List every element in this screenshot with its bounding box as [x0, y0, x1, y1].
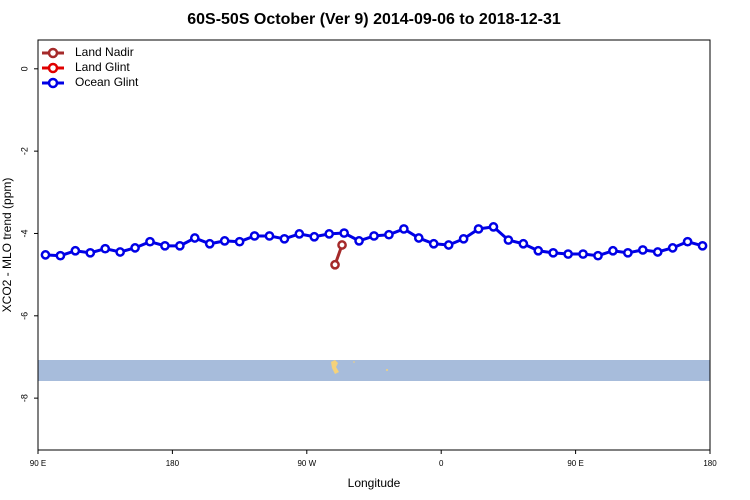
data-point [189, 233, 200, 243]
data-point [682, 236, 693, 247]
data-point [309, 231, 320, 242]
data-point [503, 235, 514, 245]
data-point [533, 245, 544, 256]
data-point [428, 238, 439, 249]
data-point [593, 250, 603, 261]
land-patch [331, 360, 339, 374]
data-point [637, 245, 648, 255]
chart-title: 60S-50S October (Ver 9) 2014-09-06 to 20… [187, 11, 561, 28]
data-point [697, 240, 708, 251]
data-point [399, 224, 409, 234]
data-point [324, 229, 335, 239]
legend-label: Land Glint [75, 60, 130, 74]
data-point [608, 245, 618, 256]
data-point [369, 231, 379, 241]
plot-area: 0 -2 -4 -6 -8 90 E 180 90 W 0 90 E 180 Land NadirLa… [19, 45, 717, 468]
land-patch [353, 361, 355, 363]
y-axis-label: XCO2 - MLO trend (ppm) [0, 178, 14, 313]
data-point [413, 233, 424, 243]
data-point [330, 259, 340, 270]
data-point [279, 233, 290, 244]
data-point [384, 229, 394, 240]
x-tick-label: 180 [703, 459, 717, 468]
data-point [115, 247, 125, 257]
data-point [249, 231, 260, 241]
data-point [339, 228, 349, 238]
data-point [443, 240, 454, 250]
x-tick-label: 90 W [297, 459, 316, 468]
data-point [623, 247, 633, 258]
legend-marker [47, 77, 59, 89]
data-point [40, 250, 51, 260]
legend-label: Land Nadir [75, 45, 134, 59]
y-tick-label: -6 [19, 312, 29, 320]
data-point [667, 243, 678, 253]
data-point [652, 247, 663, 257]
x-tick-label: 180 [166, 459, 180, 468]
data-point [204, 238, 215, 249]
data-point [100, 243, 111, 254]
data-point [473, 224, 484, 234]
y-tick-label: -2 [19, 147, 29, 155]
x-tick-label: 0 [439, 459, 444, 468]
data-point [175, 240, 185, 251]
data-point [264, 231, 275, 241]
data-point [458, 233, 469, 244]
data-point [548, 247, 559, 258]
data-point [354, 236, 364, 246]
data-point [85, 247, 96, 258]
data-point [294, 229, 305, 239]
map-strip [38, 360, 710, 381]
data-point [70, 245, 81, 256]
data-point [145, 236, 155, 247]
x-axis-label: Longitude [348, 476, 401, 490]
data-point [518, 238, 529, 249]
data-point [55, 250, 66, 261]
data-point [219, 236, 230, 246]
data-point [130, 243, 140, 253]
legend-marker [47, 47, 59, 59]
data-point [488, 222, 499, 232]
data-point [160, 240, 170, 251]
data-point [563, 249, 573, 259]
y-tick-label: -4 [19, 229, 29, 237]
land-patch [386, 369, 388, 371]
data-point [234, 236, 245, 247]
data-point [337, 240, 347, 250]
plot-border [37, 39, 711, 451]
legend-marker [47, 62, 59, 74]
y-tick-label: 0 [19, 66, 29, 71]
legend-label: Ocean Glint [75, 75, 139, 89]
x-tick-label: 90 E [567, 459, 583, 468]
data-point [578, 249, 588, 259]
y-tick-label: -8 [19, 394, 29, 402]
x-tick-label: 90 E [30, 459, 46, 468]
